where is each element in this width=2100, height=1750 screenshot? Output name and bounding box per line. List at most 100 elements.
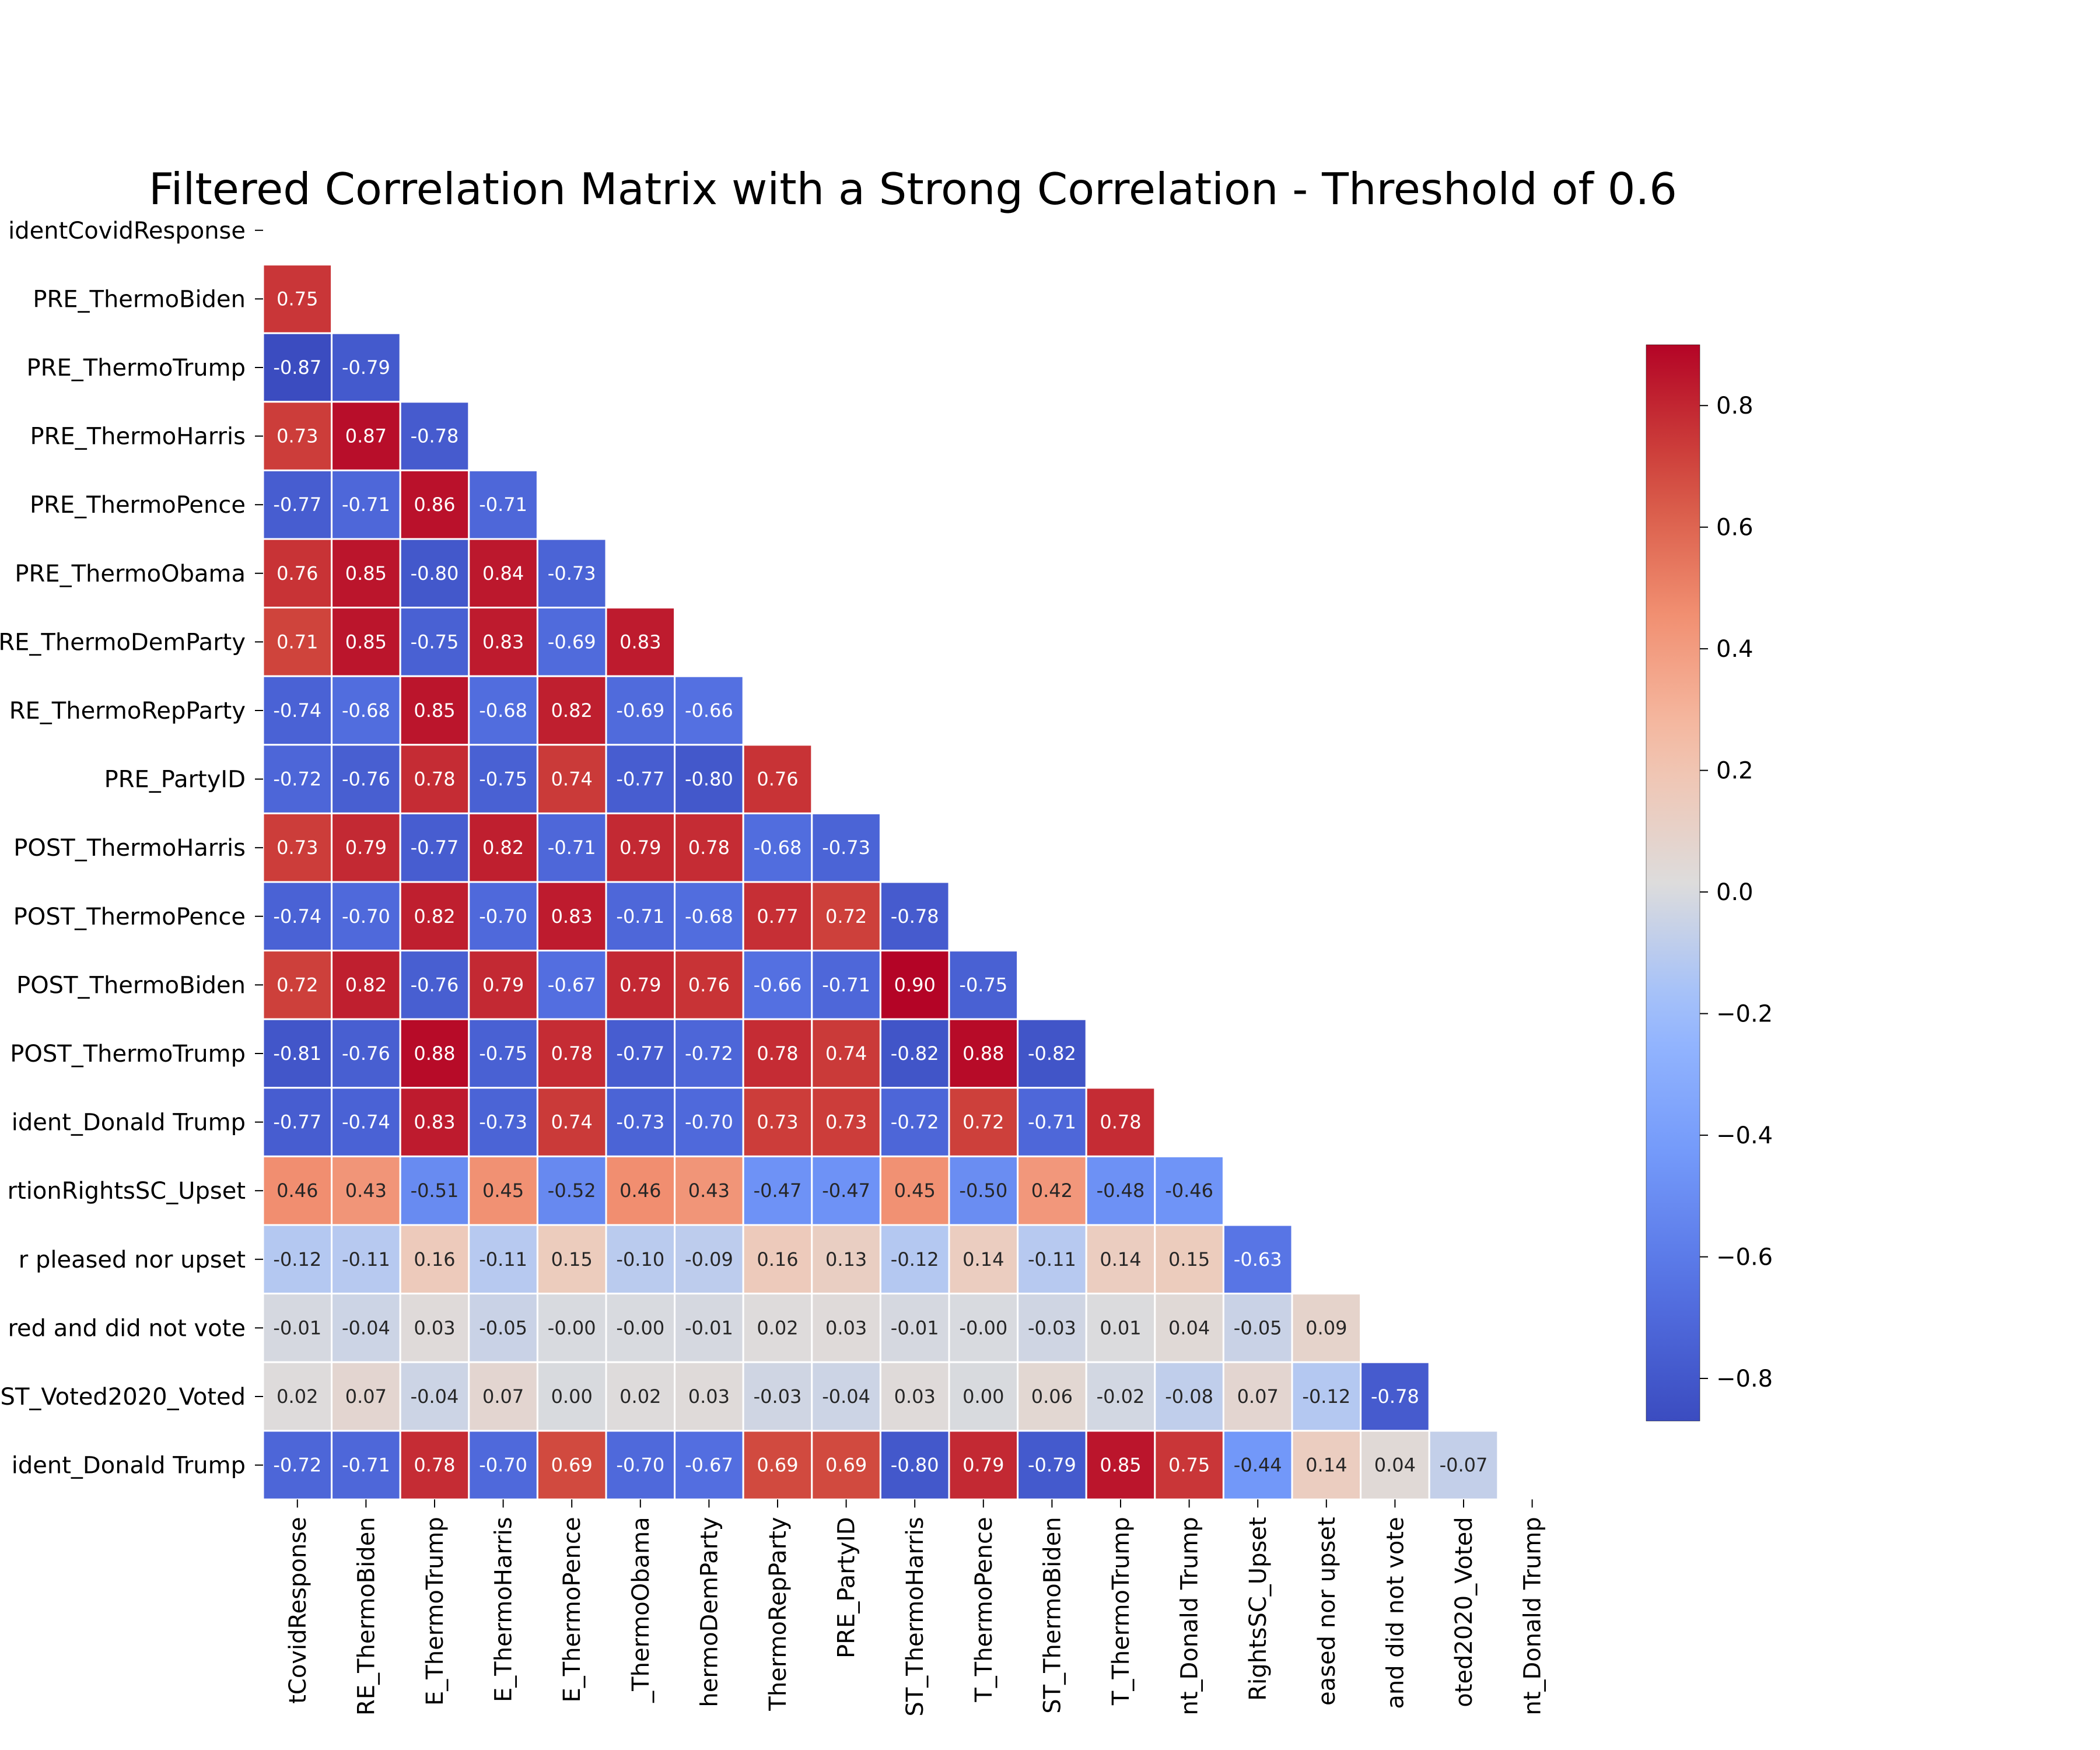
heatmap-cell — [605, 1155, 676, 1226]
heatmap-cell — [811, 812, 881, 883]
column-labels: tCovidResponse RE_ThermoBiden E_ThermoTrum… — [285, 1499, 1546, 1717]
row-tick-label: RE_ThermoRepParty — [9, 698, 246, 724]
cell-value-label: 0.07 — [1237, 1385, 1279, 1408]
column-tick-label: eased nor upset — [1314, 1517, 1340, 1706]
heatmap-cell — [605, 1293, 676, 1363]
cell-value-label: 0.06 — [1031, 1385, 1073, 1408]
cell-value-label: -0.03 — [1028, 1317, 1076, 1339]
cell-value-label: -0.04 — [411, 1385, 459, 1408]
column-tick-label: ThermoRepParty — [765, 1517, 792, 1711]
cell-value-label: -0.67 — [548, 974, 596, 996]
cell-value-label: 0.86 — [414, 494, 455, 516]
heatmap-cell — [605, 881, 676, 952]
heatmap-cell — [674, 1224, 744, 1295]
heatmap-cell — [811, 950, 881, 1020]
heatmap-cell — [948, 1087, 1019, 1157]
heatmap-cell — [468, 1155, 538, 1226]
heatmap-cell — [399, 1293, 470, 1363]
heatmap-cell — [948, 1155, 1019, 1226]
cell-value-label: 0.85 — [1100, 1454, 1141, 1476]
cell-value-label: -0.75 — [479, 768, 527, 790]
heatmap-cell — [948, 1293, 1019, 1363]
cell-value-label: -0.00 — [959, 1317, 1007, 1339]
heatmap-cell — [1154, 1361, 1224, 1432]
heatmap-cell — [811, 1087, 881, 1157]
heatmap-cell — [742, 1155, 813, 1226]
colorbar: 0.8 0.6 0.4 0.2 0.0 −0.2 −0.4 −0.6 −0.8 — [1646, 344, 1773, 1422]
cell-value-label: 0.69 — [757, 1454, 798, 1476]
heatmap-cell — [605, 1087, 676, 1157]
cell-value-label: 0.14 — [1306, 1454, 1347, 1476]
row-tick-label: identCovidResponse — [8, 218, 246, 244]
cell-value-label: -0.71 — [548, 836, 596, 859]
heatmap-cell — [811, 1293, 881, 1363]
cell-value-label: -0.69 — [548, 631, 596, 653]
cell-value-label: -0.04 — [342, 1317, 390, 1339]
heatmap-cell — [536, 1224, 607, 1295]
heatmap-cell — [331, 538, 401, 609]
heatmap-cell — [1017, 1361, 1087, 1432]
cell-value-label: -0.78 — [891, 905, 939, 928]
heatmap-cell — [468, 1293, 538, 1363]
cell-value-label: -0.74 — [273, 905, 321, 928]
cell-value-label: -0.02 — [1097, 1385, 1145, 1408]
heatmap-cell — [331, 675, 401, 746]
heatmap-cell — [605, 607, 676, 677]
cell-value-label: 0.16 — [757, 1248, 798, 1270]
heatmap-cell — [399, 1018, 470, 1089]
cell-value-label: -0.63 — [1234, 1248, 1282, 1270]
cell-value-label: 0.46 — [620, 1180, 661, 1202]
cell-value-label: -0.70 — [616, 1454, 664, 1476]
column-tick-label: E_ThermoTrump — [422, 1517, 449, 1706]
heatmap-cell — [536, 1087, 607, 1157]
heatmap-cell — [536, 1155, 607, 1226]
column-tick-label: E_ThermoPence — [559, 1517, 586, 1702]
colorbar-tick-label: −0.4 — [1716, 1122, 1773, 1149]
cell-value-label: -0.50 — [959, 1180, 1007, 1202]
cell-value-label: -0.73 — [548, 562, 596, 584]
cell-value-label: 0.09 — [1306, 1317, 1347, 1339]
heatmap-cell — [811, 1430, 881, 1500]
cell-value-label: -0.70 — [479, 905, 527, 928]
heatmap-cell — [331, 1224, 401, 1295]
cell-value-label: 0.69 — [825, 1454, 867, 1476]
column-tick-label: ST_ThermoHarris — [902, 1517, 929, 1716]
heatmap-cell — [742, 1018, 813, 1089]
cell-value-label: -0.51 — [411, 1180, 459, 1202]
heatmap-cell — [674, 1155, 744, 1226]
cell-value-label: -0.68 — [342, 699, 390, 722]
cell-value-label: 0.88 — [963, 1042, 1004, 1065]
heatmap-cell — [1017, 1155, 1087, 1226]
row-tick-label: red and did not vote — [8, 1315, 246, 1342]
heatmap-cell — [468, 1018, 538, 1089]
heatmap-cell — [262, 812, 333, 883]
cell-value-label: 0.03 — [825, 1317, 867, 1339]
heatmap-cell — [331, 1361, 401, 1432]
cell-value-label: 0.78 — [1100, 1111, 1141, 1133]
cell-value-label: -0.81 — [273, 1042, 321, 1065]
cell-value-label: 0.78 — [688, 836, 730, 859]
heatmap-cell — [331, 881, 401, 952]
cell-value-label: 0.14 — [963, 1248, 1004, 1270]
cell-value-label: 0.43 — [345, 1180, 387, 1202]
cell-value-label: -0.71 — [616, 905, 664, 928]
heatmap-cell — [605, 812, 676, 883]
cell-value-label: -0.10 — [616, 1248, 664, 1270]
heatmap-cell — [742, 881, 813, 952]
heatmap-cell — [948, 1361, 1019, 1432]
cell-value-label: 0.46 — [276, 1180, 318, 1202]
cell-value-label: 0.74 — [551, 1111, 593, 1133]
cell-value-label: 0.79 — [963, 1454, 1004, 1476]
row-tick-label: PRE_ThermoObama — [15, 561, 246, 587]
cell-value-label: -0.68 — [479, 699, 527, 722]
heatmap-cell — [262, 332, 333, 403]
cell-value-label: -0.75 — [411, 631, 459, 653]
heatmap-cell — [1428, 1430, 1499, 1500]
cell-value-label: -0.68 — [754, 836, 802, 859]
cell-value-label: 0.75 — [276, 288, 318, 310]
cell-value-label: -0.09 — [685, 1248, 733, 1270]
heatmap-cell — [468, 607, 538, 677]
heatmap-cell — [605, 1018, 676, 1089]
cell-value-label: 0.15 — [551, 1248, 593, 1270]
cell-value-label: -0.75 — [959, 974, 1007, 996]
